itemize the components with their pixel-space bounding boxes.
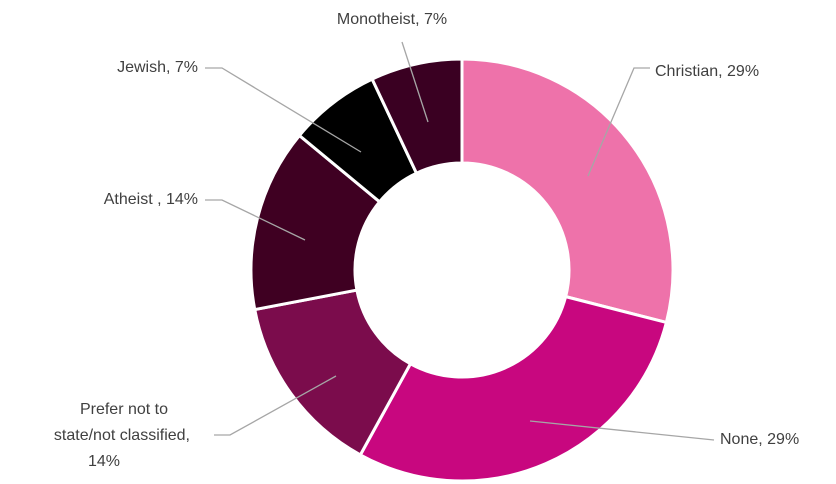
data-label: Christian, 29% — [655, 63, 759, 80]
data-label: Atheist , 14% — [104, 191, 198, 208]
data-label: None, 29% — [720, 431, 799, 448]
data-label: Jewish, 7% — [117, 59, 198, 76]
data-label: Monotheist, 7% — [337, 11, 447, 28]
leader-line — [214, 375, 337, 436]
data-label: Prefer not to state/not classified, 14% — [54, 401, 190, 470]
leader-line — [587, 67, 650, 177]
pie-slice — [249, 133, 382, 312]
pie-slice — [252, 288, 413, 457]
pie-slice — [370, 57, 464, 176]
leader-line — [401, 41, 429, 123]
leader-line — [205, 199, 306, 241]
leader-line — [205, 67, 362, 153]
pie-slice — [358, 294, 669, 483]
leader-line — [529, 420, 715, 441]
pie-slice — [460, 57, 675, 325]
